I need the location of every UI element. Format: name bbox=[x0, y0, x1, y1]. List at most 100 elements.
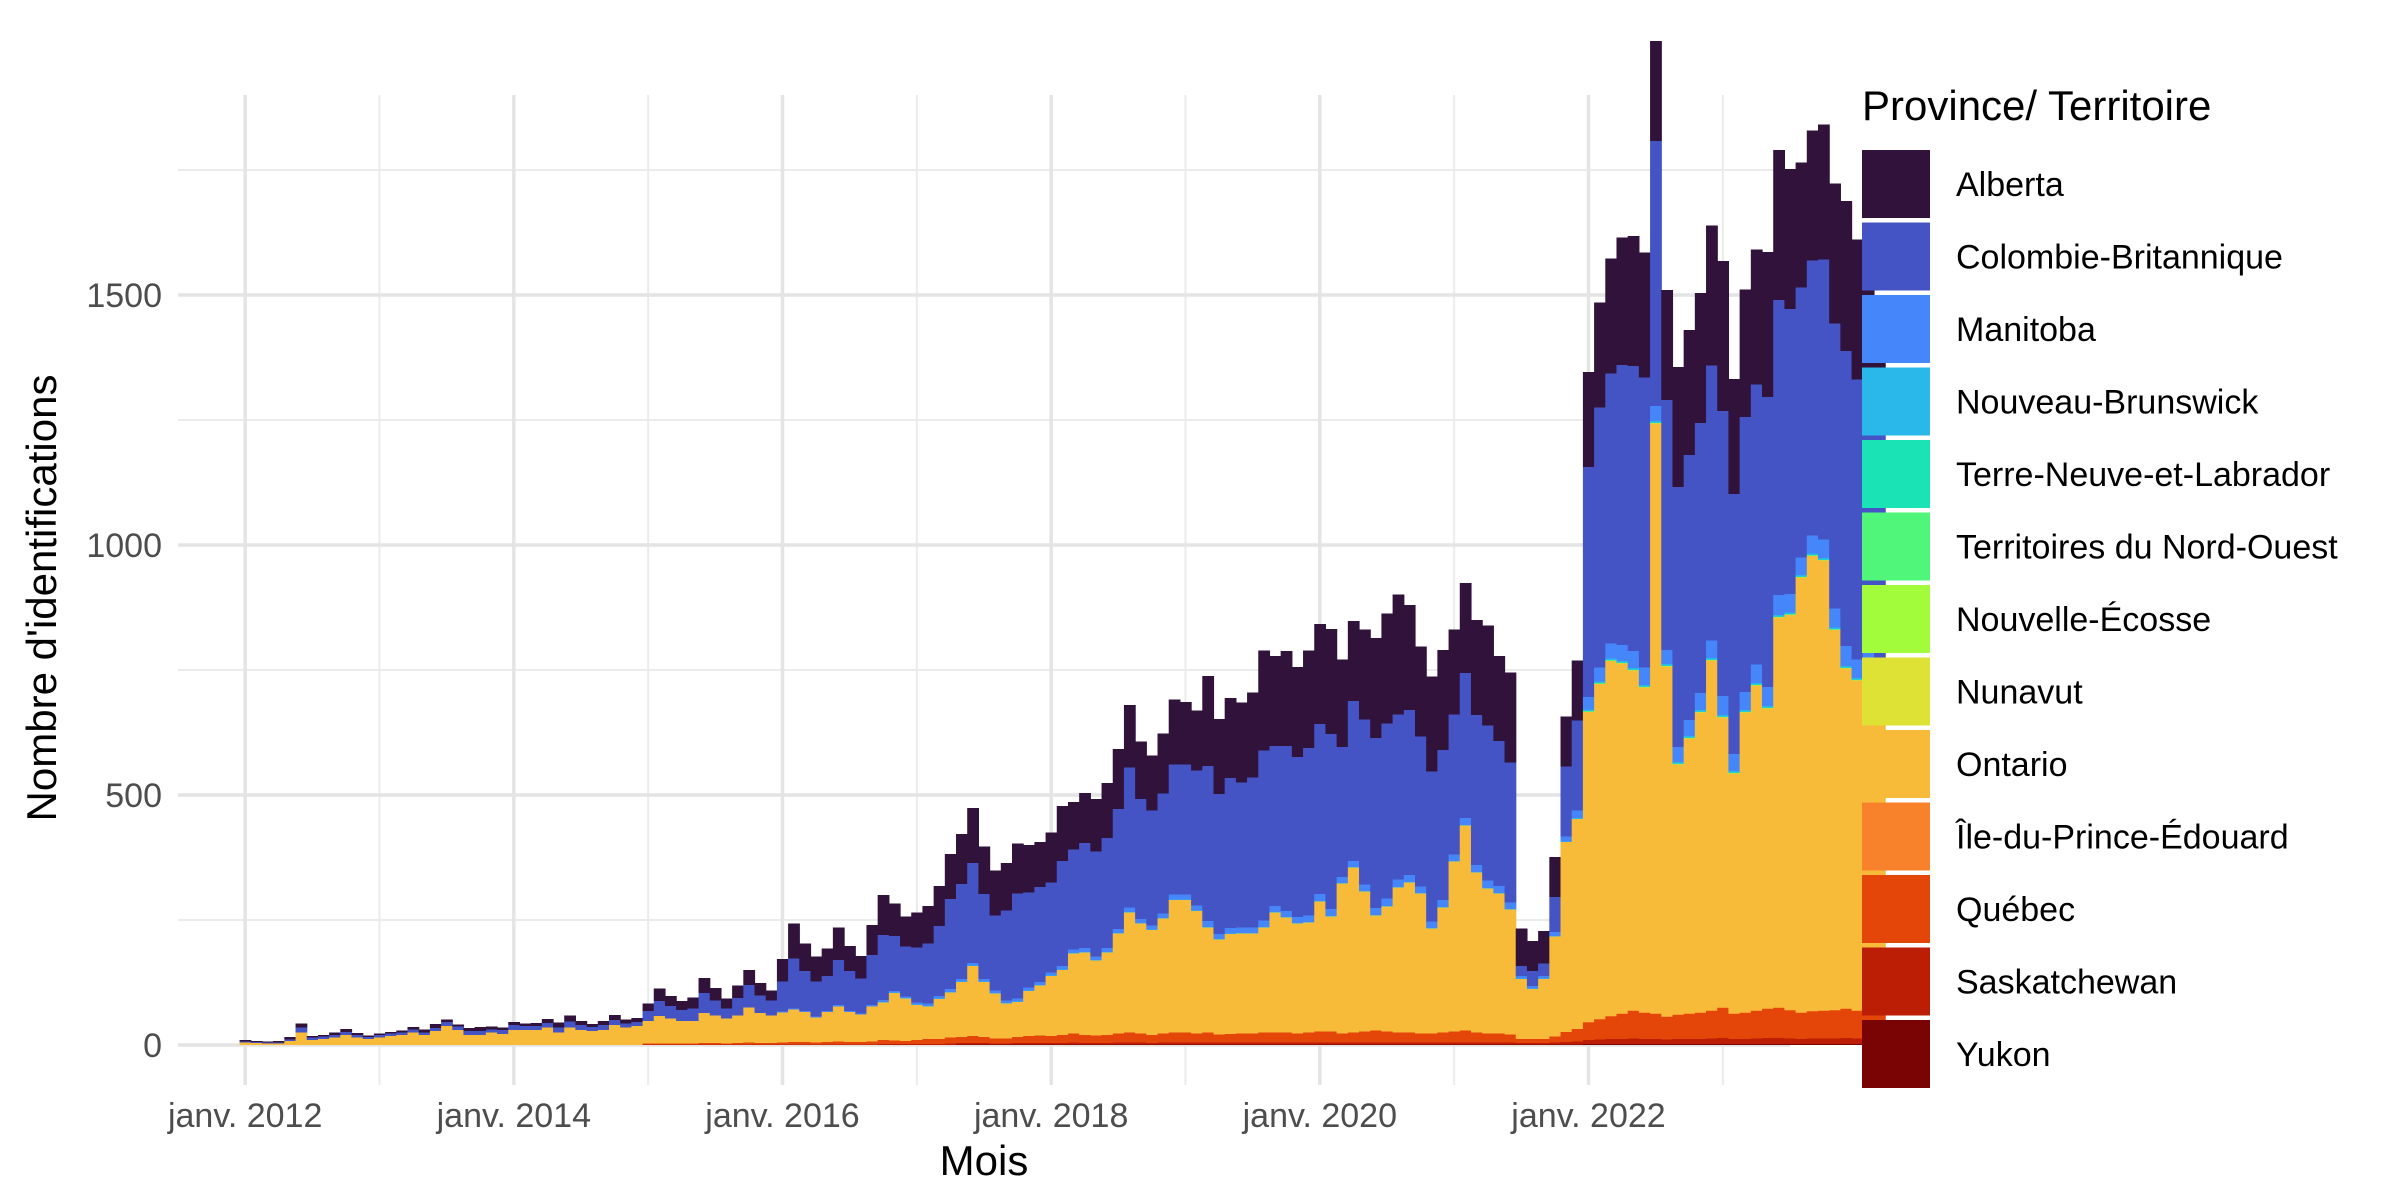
bar-segment bbox=[944, 899, 957, 989]
bar-segment bbox=[1437, 907, 1450, 1033]
bar-segment bbox=[463, 1028, 476, 1031]
bar-segment bbox=[743, 1007, 756, 1043]
bar-segment bbox=[687, 1021, 700, 1044]
bar-segment bbox=[1650, 1044, 1662, 1045]
bar-segment bbox=[1582, 712, 1595, 1022]
bar-segment bbox=[933, 886, 946, 926]
bar-segment bbox=[1459, 825, 1472, 826]
bar-segment bbox=[1549, 857, 1562, 897]
bar-segment bbox=[620, 1027, 632, 1045]
bar-segment bbox=[844, 1011, 856, 1012]
bar-segment bbox=[1817, 1010, 1830, 1011]
bar-segment bbox=[732, 1015, 744, 1043]
bar-segment bbox=[1538, 931, 1550, 964]
bar-segment bbox=[1224, 928, 1237, 934]
bar-segment bbox=[1538, 1044, 1550, 1045]
bar-segment bbox=[1627, 366, 1640, 651]
bar-segment bbox=[351, 1033, 364, 1035]
bar-segment bbox=[1157, 1033, 1170, 1043]
bar-segment bbox=[1638, 252, 1651, 378]
bar-segment bbox=[1448, 861, 1461, 1032]
bar-segment bbox=[1549, 932, 1562, 936]
bar-segment bbox=[1840, 1038, 1853, 1044]
bar-segment bbox=[1694, 712, 1707, 713]
bar-segment bbox=[933, 998, 946, 999]
bar-segment bbox=[1605, 661, 1618, 1016]
bar-segment bbox=[1661, 1016, 1674, 1017]
bar-segment bbox=[1840, 201, 1853, 351]
bar-segment bbox=[497, 1027, 509, 1030]
bar-segment bbox=[855, 1013, 868, 1015]
bar-segment bbox=[1582, 1022, 1595, 1040]
bar-segment bbox=[1773, 1008, 1786, 1038]
bar-segment bbox=[1661, 666, 1674, 1017]
bar-segment bbox=[1280, 917, 1293, 918]
bar-segment bbox=[1258, 927, 1271, 928]
bar-segment bbox=[608, 1020, 621, 1025]
bar-segment bbox=[1336, 1033, 1349, 1043]
bar-segment bbox=[1056, 1044, 1069, 1045]
bar-segment bbox=[799, 1042, 812, 1045]
bar-segment bbox=[1235, 782, 1248, 928]
bar-segment bbox=[1235, 1033, 1248, 1043]
bar-segment bbox=[1303, 650, 1315, 748]
bar-segment bbox=[1739, 1013, 1752, 1039]
bar-segment bbox=[978, 1044, 991, 1045]
legend-label: Québec bbox=[1956, 891, 2075, 929]
bar-segment bbox=[1840, 666, 1853, 668]
bar-segment bbox=[1750, 249, 1763, 385]
bar-segment bbox=[1067, 849, 1080, 950]
legend-swatch bbox=[1862, 657, 1930, 726]
bar-segment bbox=[1638, 1013, 1651, 1039]
bar-segment bbox=[866, 1044, 879, 1045]
bar-segment bbox=[888, 1044, 901, 1045]
bar-segment bbox=[1616, 365, 1629, 645]
bar-segment bbox=[1157, 733, 1170, 794]
bar-segment bbox=[1224, 1044, 1237, 1045]
bar-segment bbox=[1168, 900, 1181, 1033]
bar-segment bbox=[844, 1044, 856, 1045]
bar-segment bbox=[922, 1006, 935, 1007]
bars bbox=[239, 41, 1886, 1045]
bar-segment bbox=[1101, 783, 1114, 838]
bar-segment bbox=[1101, 952, 1114, 1035]
legend-swatch bbox=[1862, 585, 1930, 653]
bar-segment bbox=[631, 1026, 644, 1045]
bar-segment bbox=[1806, 1011, 1819, 1012]
bar-segment bbox=[1291, 1042, 1304, 1045]
bar-segment bbox=[1470, 872, 1483, 1033]
bar-segment bbox=[497, 1030, 509, 1034]
bar-segment bbox=[373, 1033, 386, 1035]
bar-segment bbox=[1437, 900, 1450, 907]
legend-title: Province/ Territoire bbox=[1862, 82, 2211, 129]
bar-segment bbox=[1347, 867, 1360, 868]
bar-segment bbox=[978, 1043, 991, 1045]
bar-segment bbox=[1213, 1034, 1226, 1043]
bar-segment bbox=[1325, 1042, 1338, 1045]
bar-segment bbox=[250, 1042, 263, 1043]
bar-segment bbox=[1515, 979, 1528, 1039]
bar-segment bbox=[1381, 1042, 1394, 1045]
bar-segment bbox=[832, 960, 845, 1005]
bar-segment bbox=[597, 1030, 610, 1045]
bar-segment bbox=[273, 1042, 285, 1044]
bar-segment bbox=[989, 870, 1002, 916]
bar-segment bbox=[295, 1032, 308, 1045]
bar-segment bbox=[1000, 1003, 1013, 1004]
bar-segment bbox=[1459, 673, 1472, 818]
bar-segment bbox=[676, 1044, 688, 1045]
bar-segment bbox=[586, 1024, 599, 1027]
bar-segment bbox=[866, 1041, 879, 1045]
bar-segment bbox=[1191, 910, 1203, 911]
bar-segment bbox=[1773, 1038, 1786, 1044]
bar-segment bbox=[1314, 1031, 1327, 1043]
bar-segment bbox=[1638, 686, 1651, 687]
bar-segment bbox=[1213, 939, 1226, 1035]
bar-segment bbox=[474, 1031, 487, 1035]
bar-segment bbox=[653, 1043, 666, 1045]
bar-segment bbox=[1179, 1032, 1192, 1043]
bar-segment bbox=[1650, 422, 1662, 423]
bar-segment bbox=[754, 1013, 767, 1043]
bar-segment bbox=[698, 1044, 711, 1045]
bar-segment bbox=[1381, 906, 1394, 907]
